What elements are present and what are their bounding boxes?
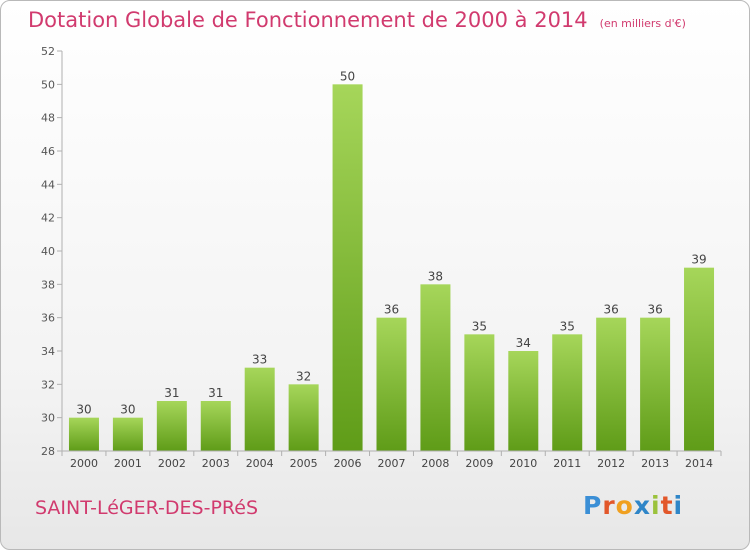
y-tick-label: 50: [41, 78, 55, 91]
bar-value-label: 39: [691, 253, 706, 267]
bar-value-label: 50: [340, 69, 355, 83]
x-tick-label: 2005: [290, 457, 318, 470]
x-tick-label: 2003: [202, 457, 230, 470]
bar-value-label: 36: [647, 303, 662, 317]
bar-value-label: 38: [428, 269, 443, 283]
bar: [420, 284, 451, 451]
x-tick-label: 2002: [158, 457, 186, 470]
bar-value-label: 31: [208, 386, 223, 400]
bar: [244, 367, 275, 451]
chart-title-unit: (en milliers d'€): [599, 17, 686, 30]
x-axis: 2000 2001 2002 2003 2004 2005 2006 2007 2008 2009…: [61, 450, 722, 470]
x-tick-label: 2007: [378, 457, 406, 470]
logo-letter: i: [651, 491, 661, 520]
bar-value-label: 35: [560, 319, 575, 333]
y-tick-label: 52: [41, 45, 55, 58]
bar-value-label: 32: [296, 369, 311, 383]
proxiti-logo: Proxiti: [583, 491, 683, 520]
x-tick-label: 2001: [114, 457, 142, 470]
bar-value-label: 30: [120, 403, 135, 417]
bar: [68, 417, 99, 451]
y-axis: 28 30 32 34 36 38 40 42 44 46 48 50 52: [41, 45, 63, 458]
y-tick-label: 48: [41, 112, 55, 125]
bar: [332, 84, 363, 451]
y-tick-label: 32: [41, 378, 55, 391]
x-tick-label: 2010: [509, 457, 537, 470]
city-name: SAINT-LéGER-DES-PRéS: [35, 497, 259, 519]
logo-letter: i: [673, 491, 684, 520]
y-tick-label: 30: [41, 412, 55, 425]
bar: [156, 401, 187, 451]
y-tick-label: 46: [41, 145, 55, 158]
bar-value-label: 31: [164, 386, 179, 400]
bar-value-label: 36: [384, 303, 399, 317]
chart-title: Dotation Globale de Fonctionnement de 20…: [28, 8, 686, 32]
bar-value-label: 33: [252, 353, 267, 367]
bar: [640, 317, 671, 451]
bar-value-label: 36: [604, 303, 619, 317]
y-tick-label: 42: [41, 212, 55, 225]
bar: [552, 334, 583, 451]
x-tick-label: 2004: [246, 457, 274, 470]
x-tick-label: 2000: [70, 457, 98, 470]
logo-letter: r: [602, 491, 616, 520]
chart-title-text: Dotation Globale de Fonctionnement de 20…: [28, 8, 588, 32]
logo-letter: P: [583, 491, 603, 520]
x-tick-label: 2012: [597, 457, 625, 470]
logo-letter: t: [660, 491, 674, 520]
x-tick-label: 2008: [421, 457, 449, 470]
y-tick-label: 44: [41, 178, 55, 191]
bar: [112, 417, 143, 451]
x-tick-label: 2011: [553, 457, 581, 470]
y-tick-label: 28: [41, 445, 55, 458]
y-tick-label: 40: [41, 245, 55, 258]
y-tick-label: 36: [41, 312, 55, 325]
x-tick-label: 2006: [334, 457, 362, 470]
bar: [464, 334, 495, 451]
x-tick-label: 2009: [465, 457, 493, 470]
bars: 30 30 31 31 33 32 50 36 38 35 34 35 36 36 39: [68, 69, 715, 451]
bar-value-label: 34: [516, 336, 531, 350]
bar: [288, 384, 319, 451]
bar: [684, 267, 715, 451]
bar-value-label: 30: [76, 403, 91, 417]
x-tick-label: 2013: [641, 457, 669, 470]
logo-letter: o: [615, 491, 634, 520]
bar: [596, 317, 627, 451]
bar: [376, 317, 407, 451]
x-tick-label: 2014: [685, 457, 713, 470]
bar-value-label: 35: [472, 319, 487, 333]
y-tick-label: 34: [41, 345, 55, 358]
y-tick-label: 38: [41, 278, 55, 291]
bar: [200, 401, 231, 451]
logo-letter: x: [633, 491, 651, 520]
bar: [508, 351, 539, 451]
